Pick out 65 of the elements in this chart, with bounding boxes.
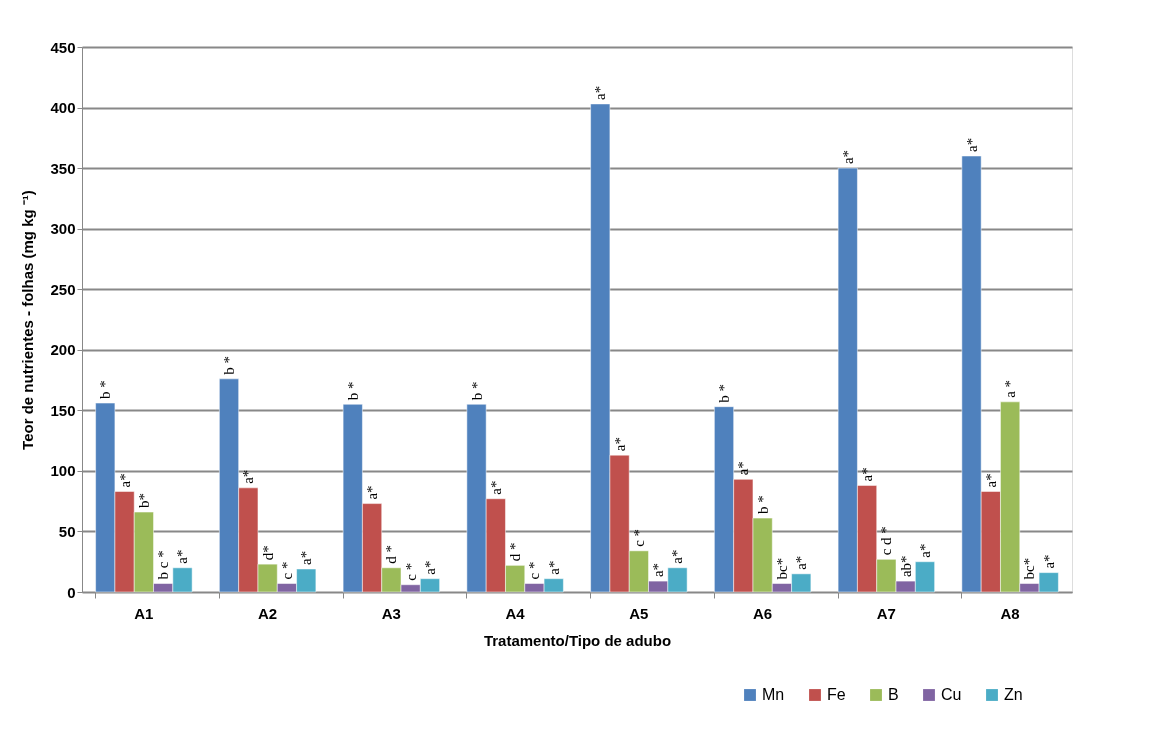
data-label: a* bbox=[669, 549, 686, 564]
data-label: a * bbox=[1002, 379, 1019, 398]
data-label: a* bbox=[1040, 554, 1057, 569]
legend-label: Fe bbox=[827, 686, 846, 703]
data-label: a* bbox=[487, 480, 504, 495]
data-label: b c * bbox=[155, 550, 172, 580]
data-label: b * bbox=[97, 380, 114, 400]
data-label: d * bbox=[383, 545, 400, 564]
y-tick-label: 150 bbox=[50, 401, 76, 419]
data-label: a* bbox=[174, 549, 191, 564]
data-label: a* bbox=[592, 85, 609, 100]
y-axis-title: Teor de nutrientes - folhas (mg kg ⁻¹) bbox=[19, 190, 37, 450]
x-tick-label: A4 bbox=[505, 604, 526, 622]
data-label: bc* bbox=[773, 557, 790, 580]
y-tick-label: 450 bbox=[50, 38, 76, 56]
data-label: d * bbox=[507, 542, 524, 562]
data-label: c * bbox=[402, 562, 419, 581]
y-tick-label: 250 bbox=[50, 280, 76, 298]
x-tick-label: A7 bbox=[876, 604, 896, 622]
data-label: a* bbox=[116, 473, 133, 488]
x-axis-title: Tratamento/Tipo de adubo bbox=[483, 631, 672, 649]
data-label: a* bbox=[364, 485, 381, 500]
data-label: c d * bbox=[878, 526, 895, 556]
data-label: a* bbox=[982, 473, 999, 488]
y-tick-label: 100 bbox=[50, 462, 76, 480]
y-tick-label: 50 bbox=[58, 522, 76, 540]
data-label: ab* bbox=[897, 555, 914, 578]
x-tick-label: A2 bbox=[258, 604, 278, 622]
x-tick-label: A6 bbox=[753, 604, 773, 622]
data-label: a* bbox=[963, 137, 980, 152]
data-label: c * bbox=[526, 561, 543, 580]
data-label: a* bbox=[793, 555, 810, 570]
y-tick-label: 0 bbox=[67, 583, 76, 601]
data-label: b * bbox=[344, 381, 361, 401]
x-tick-label: A5 bbox=[629, 604, 649, 622]
x-tick-label: A1 bbox=[134, 604, 154, 622]
y-tick-label: 200 bbox=[50, 341, 76, 359]
data-label: bc* bbox=[1021, 557, 1038, 580]
data-label: b * bbox=[468, 381, 485, 401]
legend-label: Cu bbox=[941, 686, 962, 703]
data-label: a* bbox=[240, 469, 257, 484]
data-label: a* bbox=[650, 562, 667, 578]
y-tick-label: 400 bbox=[50, 99, 76, 117]
data-label: a* bbox=[611, 436, 628, 452]
x-tick-label: A8 bbox=[1000, 604, 1020, 622]
data-label: b* bbox=[135, 493, 152, 509]
legend-label: B bbox=[888, 686, 899, 703]
data-label: a* bbox=[735, 461, 752, 476]
data-label: a* bbox=[859, 467, 876, 482]
data-label: a* bbox=[545, 560, 562, 575]
y-tick-label: 300 bbox=[50, 220, 76, 238]
x-tick-label: A3 bbox=[381, 604, 401, 622]
data-label: d* bbox=[259, 545, 276, 561]
legend-label: Mn bbox=[762, 686, 785, 703]
data-label: b * bbox=[716, 383, 733, 403]
data-label: b * bbox=[221, 356, 238, 375]
data-label: a* bbox=[298, 550, 315, 565]
data-label: a* bbox=[916, 543, 933, 558]
data-label: a* bbox=[839, 149, 856, 165]
data-label: c * bbox=[630, 528, 647, 547]
y-tick-label: 350 bbox=[50, 159, 76, 177]
data-label: b * bbox=[754, 495, 771, 515]
data-label: a* bbox=[421, 560, 438, 575]
legend-label: Zn bbox=[1004, 686, 1023, 703]
data-label: c * bbox=[278, 561, 295, 580]
